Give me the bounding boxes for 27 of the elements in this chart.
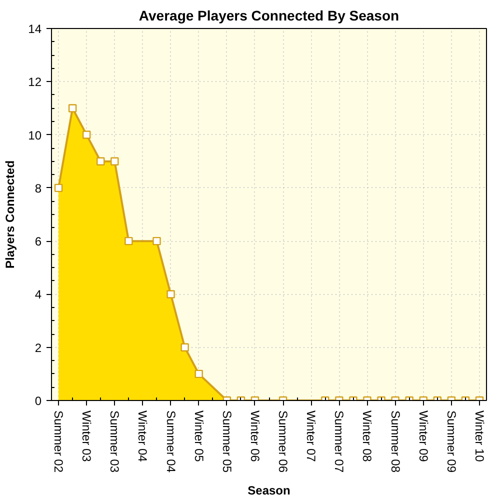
- x-tick-label: Summer 07: [332, 410, 346, 473]
- y-tick-label: 12: [28, 75, 42, 90]
- x-tick-label: Summer 09: [444, 410, 458, 473]
- y-tick-label: 6: [34, 234, 42, 249]
- x-tick-label: Summer 02: [52, 410, 66, 473]
- x-tick-label: Summer 03: [108, 410, 122, 473]
- y-tick-label: 8: [34, 181, 42, 196]
- x-tick-label: Winter 10: [472, 410, 486, 462]
- x-tick-label: Winter 05: [192, 410, 206, 462]
- x-tick-label: Winter 09: [416, 410, 430, 462]
- x-tick-label: Summer 08: [388, 410, 402, 473]
- x-tick-label: Winter 04: [136, 410, 150, 462]
- x-tick-label: Summer 06: [276, 410, 290, 473]
- y-tick-label: 10: [28, 128, 42, 142]
- x-tick-label: Winter 03: [80, 410, 94, 462]
- chart-title: Average Players Connected By Season: [138, 8, 400, 24]
- x-tick-label: Summer 05: [220, 410, 234, 473]
- x-tick-label: Winter 07: [304, 410, 318, 462]
- y-tick-label: 14: [28, 22, 42, 36]
- y-tick-label: 2: [34, 340, 42, 355]
- x-tick-label: Winter 06: [248, 410, 262, 462]
- x-tick-label: Summer 04: [164, 410, 178, 473]
- x-axis-title: Season: [248, 484, 290, 498]
- x-tick-label: Winter 08: [360, 410, 374, 462]
- y-tick-label: 4: [34, 288, 42, 302]
- y-axis-title: Players Connected: [3, 160, 18, 269]
- y-tick-label: 0: [34, 394, 42, 408]
